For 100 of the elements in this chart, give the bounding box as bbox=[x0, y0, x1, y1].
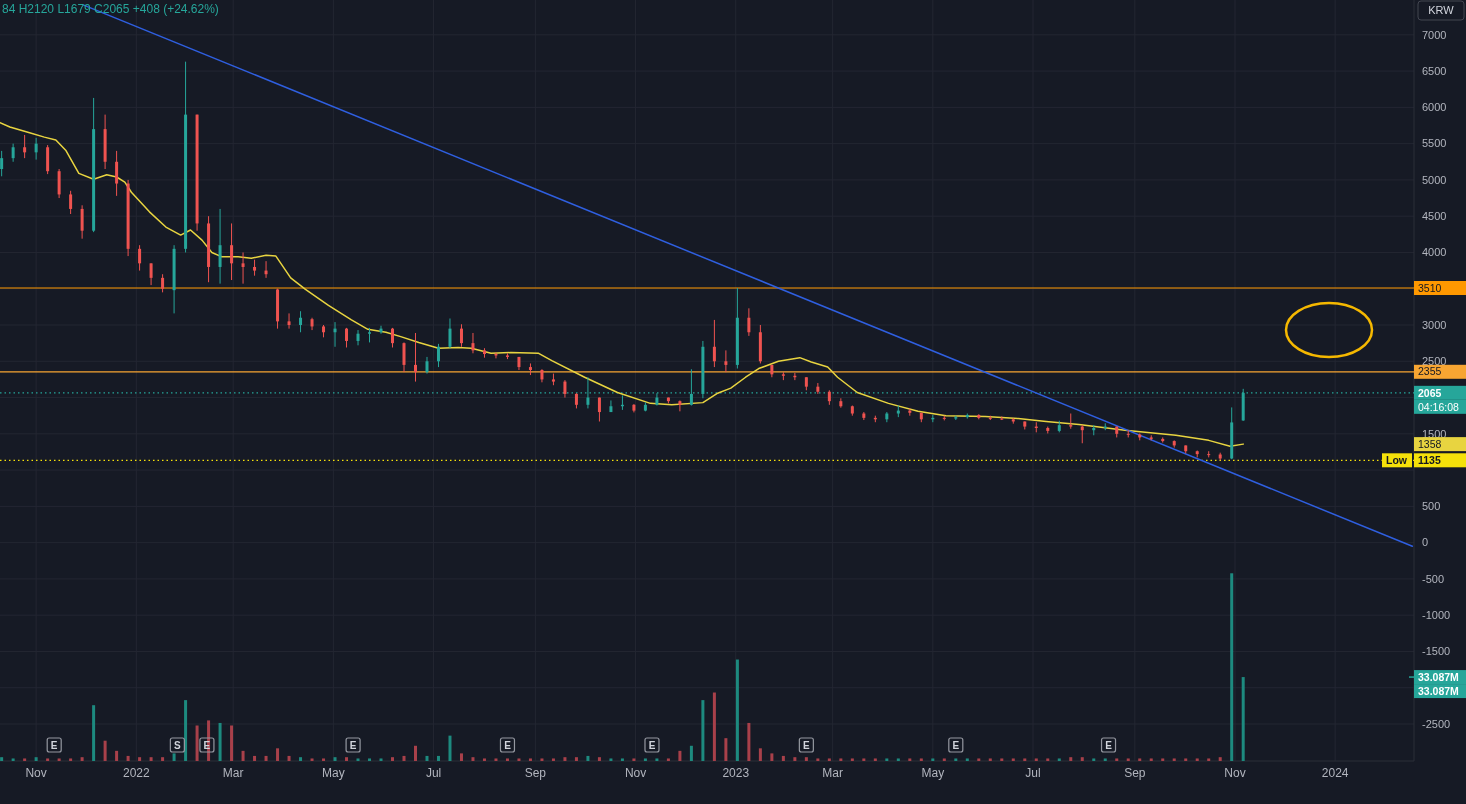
y-tick-label: -500 bbox=[1422, 572, 1445, 585]
bar bbox=[505, 758, 509, 761]
bar bbox=[551, 758, 555, 761]
annotation: E bbox=[952, 739, 960, 751]
bar bbox=[264, 755, 268, 761]
bar bbox=[1057, 758, 1061, 761]
y-tick-label: 2500 bbox=[1422, 355, 1447, 368]
bar bbox=[126, 755, 130, 761]
ref-line-label: Low 1135 bbox=[1386, 453, 1441, 466]
candlestick bbox=[138, 244, 142, 272]
candlestick bbox=[287, 312, 291, 330]
candlestick bbox=[149, 262, 153, 286]
candlestick bbox=[46, 144, 50, 175]
y-tick-label: 1500 bbox=[1422, 427, 1447, 440]
bar bbox=[712, 692, 716, 761]
candlestick bbox=[356, 329, 360, 346]
bar bbox=[138, 757, 142, 761]
bar bbox=[402, 755, 406, 761]
candlestick bbox=[11, 143, 15, 163]
bar bbox=[23, 758, 27, 761]
bar bbox=[345, 757, 349, 761]
candlestick bbox=[712, 319, 716, 368]
x-tick-label: Sep bbox=[524, 766, 547, 781]
bar bbox=[57, 758, 61, 761]
candlestick bbox=[57, 168, 61, 199]
y-tick-label: -1000 bbox=[1422, 609, 1451, 622]
bar bbox=[115, 750, 119, 761]
bar bbox=[758, 748, 762, 761]
x-tick-label: 2023 bbox=[722, 766, 750, 781]
bar bbox=[494, 758, 498, 761]
y-tick-label: 0 bbox=[1422, 536, 1429, 549]
bar bbox=[1103, 758, 1107, 761]
candlestick bbox=[69, 190, 73, 215]
bar bbox=[1000, 758, 1004, 761]
line-series bbox=[0, 121, 1244, 447]
bar bbox=[517, 758, 521, 761]
bar bbox=[1092, 758, 1096, 761]
bar bbox=[1195, 758, 1199, 761]
candlestick bbox=[80, 204, 84, 240]
bar bbox=[1184, 758, 1188, 761]
bar bbox=[356, 758, 360, 761]
y-tick-label: 6500 bbox=[1422, 64, 1447, 77]
bar bbox=[471, 757, 475, 761]
bar bbox=[1046, 758, 1050, 761]
x-tick-label: Nov bbox=[25, 766, 47, 781]
x-tick-label: May bbox=[921, 766, 945, 781]
candlestick bbox=[471, 332, 475, 354]
y-tick-label: 4500 bbox=[1422, 210, 1447, 223]
bar bbox=[34, 757, 38, 761]
ref-line-label: 2355 bbox=[1418, 365, 1442, 378]
bar bbox=[885, 758, 889, 761]
bar bbox=[241, 750, 245, 761]
bar bbox=[1149, 758, 1153, 761]
x-tick-label: Jul bbox=[1025, 766, 1041, 781]
bar bbox=[850, 758, 854, 761]
candlestick bbox=[23, 134, 27, 159]
bar bbox=[287, 755, 291, 761]
bar bbox=[586, 755, 590, 761]
bar bbox=[574, 757, 578, 761]
x-tick-label: Nov bbox=[1224, 766, 1246, 781]
chart-title: 84 H2120 L1679 C2065 +408 (+24.62%) bbox=[2, 2, 219, 17]
bar bbox=[540, 758, 544, 761]
y-axis-title: KRW bbox=[1428, 4, 1455, 17]
bar bbox=[827, 758, 831, 761]
bar bbox=[931, 758, 935, 761]
candlestick bbox=[459, 323, 463, 348]
candlestick bbox=[345, 327, 349, 348]
candlestick bbox=[678, 399, 682, 412]
bar bbox=[678, 750, 682, 761]
bar bbox=[701, 700, 705, 761]
annotation: E bbox=[1105, 739, 1113, 751]
y2-tick-label: 33.087M bbox=[1418, 670, 1460, 683]
bar bbox=[218, 722, 222, 761]
bar bbox=[459, 753, 463, 761]
candlestick bbox=[436, 343, 440, 368]
bar bbox=[1172, 758, 1176, 761]
bar bbox=[965, 758, 969, 761]
bar bbox=[735, 659, 739, 761]
bar bbox=[666, 758, 670, 761]
annotation: E bbox=[349, 739, 357, 751]
bar bbox=[689, 745, 693, 761]
bar bbox=[299, 757, 303, 761]
bar bbox=[436, 755, 440, 761]
y-tick-label: -2500 bbox=[1422, 717, 1451, 730]
bar bbox=[80, 757, 84, 761]
bar bbox=[103, 740, 107, 761]
bar bbox=[781, 755, 785, 761]
bar bbox=[379, 758, 383, 761]
candlestick bbox=[816, 382, 820, 395]
x-tick-label: Mar bbox=[822, 766, 843, 781]
bar bbox=[862, 758, 866, 761]
annotation: E bbox=[203, 739, 211, 751]
y-tick-label: -1500 bbox=[1422, 645, 1451, 658]
bar bbox=[770, 753, 774, 761]
candlestick bbox=[218, 208, 222, 285]
bar bbox=[322, 758, 326, 761]
bar bbox=[804, 757, 808, 761]
bar bbox=[172, 753, 176, 761]
annotation: S bbox=[174, 739, 182, 751]
bar bbox=[1241, 677, 1245, 761]
